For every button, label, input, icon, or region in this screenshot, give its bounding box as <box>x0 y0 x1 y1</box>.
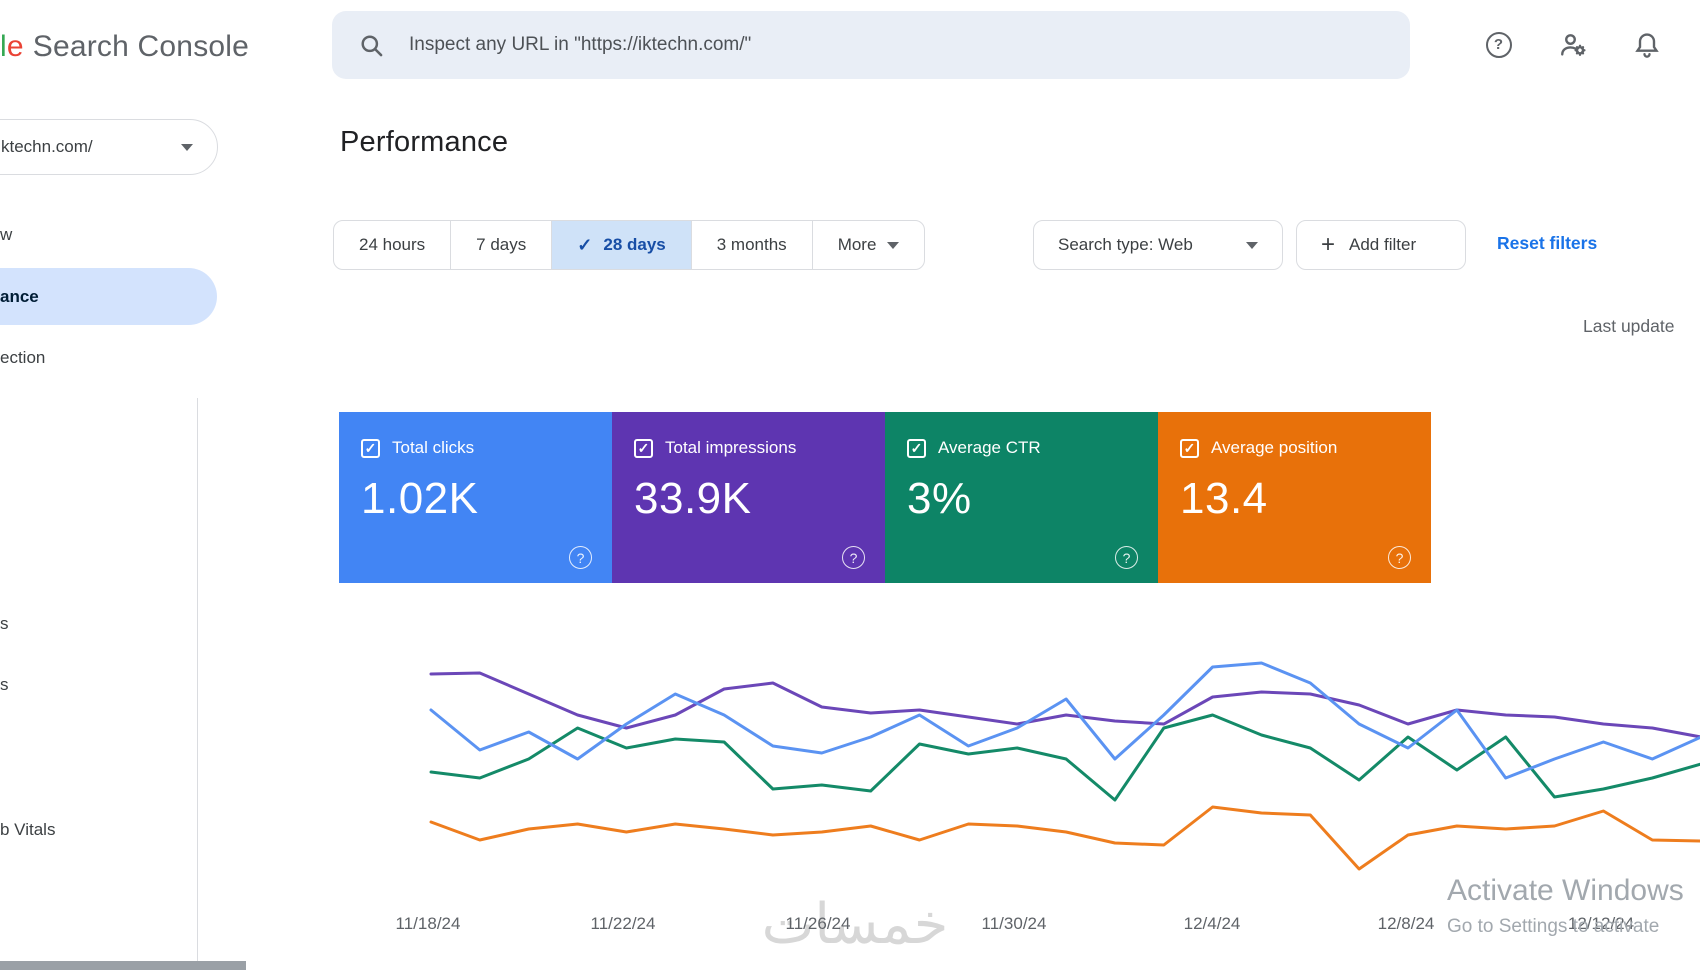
metric-label: Total impressions <box>665 438 797 457</box>
help-icon: ? <box>1485 31 1512 58</box>
chip-3-months[interactable]: 3 months <box>690 220 813 270</box>
help-icon[interactable]: ? <box>1388 546 1411 569</box>
metric-value: 1.02K <box>361 474 479 523</box>
chart-line-average-ctr <box>429 713 1700 802</box>
logo-letter-l: l <box>0 30 7 63</box>
chip-label: 7 days <box>476 235 527 254</box>
chip-label: 3 months <box>716 235 787 254</box>
sidebar-item-core-web-vitals[interactable]: b Vitals <box>0 820 56 839</box>
chip-7-days[interactable]: 7 days <box>450 220 553 270</box>
topbar-icons: ? <box>1480 26 1665 63</box>
x-axis-label: 12/12/24 <box>1567 914 1635 933</box>
search-type-label: Search type: Web <box>1058 235 1193 254</box>
metric-label: Total clicks <box>392 438 475 457</box>
chevron-down-icon <box>181 143 193 151</box>
chip-28-days[interactable]: ✓ 28 days <box>551 220 692 270</box>
last-update-text: Last update <box>1583 316 1675 336</box>
add-filter-label: Add filter <box>1349 235 1417 254</box>
metric-checkbox[interactable]: ✓ <box>634 438 653 458</box>
chart-line-total-impressions <box>429 671 1700 739</box>
help-icon[interactable]: ? <box>1115 546 1138 569</box>
metric-value: 3% <box>907 474 972 523</box>
logo-letter-e: e <box>6 30 24 63</box>
sidebar-item-url-inspection[interactable]: ection <box>0 348 46 367</box>
x-axis-label: 11/22/24 <box>590 914 656 933</box>
metric-checkbox[interactable]: ✓ <box>1180 438 1199 458</box>
help-icon[interactable]: ? <box>842 546 865 569</box>
metric-card-average-ctr[interactable]: ✓ Average CTR 3% ? <box>885 412 1158 583</box>
chart-line-total-clicks <box>429 661 1700 780</box>
khamsat-watermark: خمسات <box>761 892 949 957</box>
activate-windows-text: Activate Windows <box>1447 874 1684 907</box>
property-selector[interactable]: ktechn.com/ <box>0 119 218 175</box>
page-title: Performance <box>340 126 509 158</box>
sidebar-item-sitemaps[interactable]: s <box>0 675 9 694</box>
x-axis-label: 11/18/24 <box>395 914 461 933</box>
checkmark-icon: ✓ <box>910 440 923 456</box>
manage-users-button[interactable] <box>1554 26 1591 63</box>
metric-label: Average position <box>1211 438 1338 457</box>
metric-card-total-clicks[interactable]: ✓ Total clicks 1.02K ? <box>339 412 612 583</box>
chip-24-hours[interactable]: 24 hours <box>333 220 452 270</box>
metric-label: Average CTR <box>938 438 1041 457</box>
metric-head: ✓ Average CTR <box>907 438 1136 458</box>
checkmark-icon: ✓ <box>637 440 650 456</box>
sidebar-item-overview[interactable]: w <box>0 225 13 244</box>
checkmark-icon: ✓ <box>364 440 377 456</box>
metric-cards: ✓ Total clicks 1.02K ? ✓ Total impressio… <box>339 412 1431 583</box>
metric-card-average-position[interactable]: ✓ Average position 13.4 ? <box>1158 412 1431 583</box>
notifications-button[interactable] <box>1628 26 1665 63</box>
metric-card-total-impressions[interactable]: ✓ Total impressions 33.9K ? <box>612 412 885 583</box>
activate-windows-subtext: Go to Settings to activate <box>1447 916 1660 937</box>
performance-chart: 11/18/24 11/22/24 11/26/24 11/30/24 12/4… <box>210 636 1700 936</box>
help-button[interactable]: ? <box>1480 26 1517 63</box>
metric-checkbox[interactable]: ✓ <box>361 438 380 458</box>
reset-filters-button[interactable]: Reset filters <box>1497 233 1598 253</box>
url-inspect-input[interactable] <box>409 34 1384 56</box>
bell-icon <box>1634 32 1659 58</box>
metric-checkbox[interactable]: ✓ <box>907 438 926 458</box>
chart-line-average-position <box>429 805 1700 871</box>
user-settings-icon <box>1560 33 1586 56</box>
metric-value: 13.4 <box>1180 474 1268 523</box>
chevron-down-icon <box>1246 241 1258 249</box>
checkmark-icon: ✓ <box>577 234 593 255</box>
plus-icon: + <box>1321 231 1336 258</box>
sidebar-divider <box>197 398 198 970</box>
search-type-dropdown[interactable]: Search type: Web <box>1033 220 1283 270</box>
sidebar-item-performance[interactable]: ance <box>0 268 217 325</box>
chip-label: More <box>837 235 877 254</box>
sidebar-item-pages[interactable]: s <box>0 614 9 633</box>
x-axis-label: 11/30/24 <box>981 914 1047 933</box>
sidebar-item-label: ance <box>0 286 39 306</box>
help-icon[interactable]: ? <box>569 546 592 569</box>
date-range-chip-group: 24 hours 7 days ✓ 28 days 3 months More <box>333 220 926 270</box>
property-name: ktechn.com/ <box>1 137 93 156</box>
x-axis-label: 12/8/24 <box>1377 914 1435 933</box>
add-filter-button[interactable]: + Add filter <box>1296 220 1466 270</box>
horizontal-scrollbar-thumb[interactable] <box>0 961 246 970</box>
performance-chart-svg <box>429 661 1700 871</box>
metric-value: 33.9K <box>634 474 752 523</box>
logo-text: Search Console <box>32 30 250 63</box>
x-axis-label: 11/26/24 <box>785 914 851 933</box>
chevron-down-icon <box>887 241 900 249</box>
search-icon <box>361 34 383 56</box>
checkmark-icon: ✓ <box>1183 440 1196 456</box>
metric-head: ✓ Total impressions <box>634 438 863 458</box>
metric-head: ✓ Total clicks <box>361 438 590 458</box>
chip-label: 28 days <box>603 235 666 254</box>
url-inspect-searchbar[interactable] <box>332 11 1410 79</box>
metric-head: ✓ Average position <box>1180 438 1409 458</box>
chip-label: 24 hours <box>359 235 426 254</box>
x-axis-label: 12/4/24 <box>1183 914 1241 933</box>
chip-more[interactable]: More <box>811 220 926 270</box>
